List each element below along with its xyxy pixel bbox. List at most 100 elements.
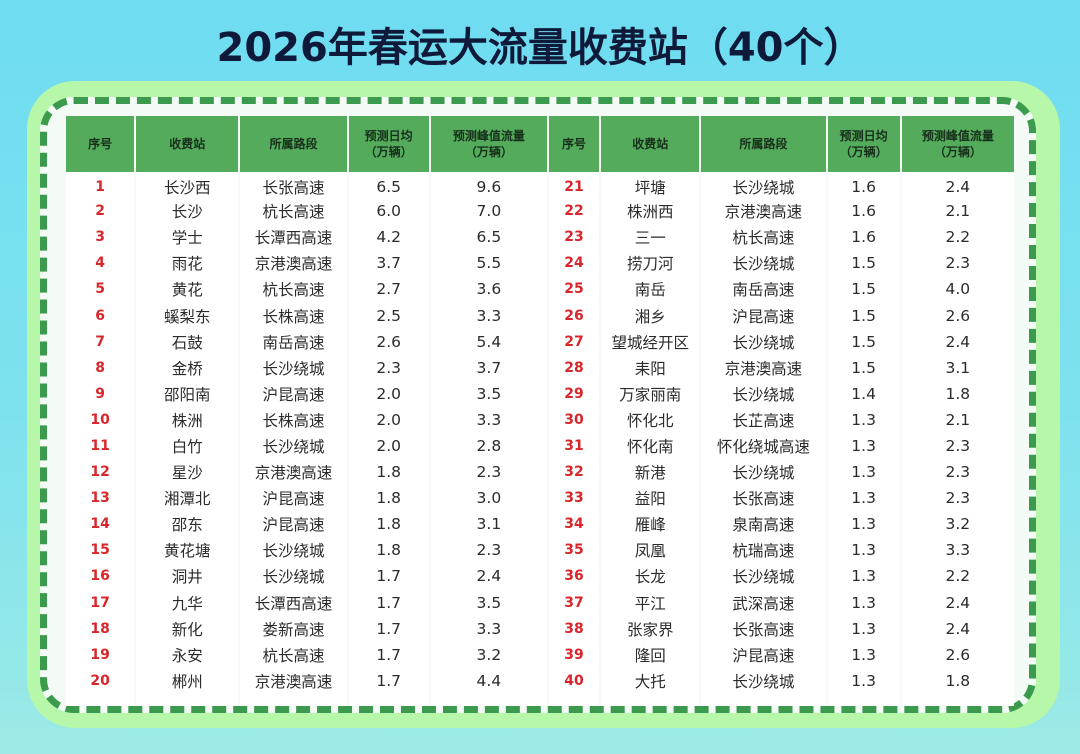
- road-section: 长沙绕城: [240, 563, 347, 590]
- peak-value: 2.2: [901, 224, 1014, 251]
- station-name: 怀化北: [601, 406, 700, 433]
- row-index: 26: [549, 302, 600, 329]
- station-name: 长龙: [601, 563, 700, 590]
- row-index: 31: [549, 432, 600, 460]
- row-index: 32: [549, 459, 600, 486]
- peak-value: 3.5: [430, 380, 547, 407]
- table-row: 19 永安 杭长高速 1.7 3.2 39 隆回 沪昆高速 1.3 2.6: [66, 641, 1014, 668]
- peak-value: 2.1: [901, 406, 1014, 433]
- road-section: 长株高速: [240, 406, 347, 433]
- peak-value: 5.5: [430, 250, 547, 277]
- road-section: 长潭西高速: [240, 224, 347, 251]
- header-daily-avg-label: 预测日均: [839, 129, 888, 143]
- header-peak-unit: （万辆）: [933, 145, 982, 159]
- row-index: 12: [66, 459, 135, 486]
- station-name: 大托: [601, 667, 700, 694]
- peak-value: 3.3: [430, 406, 547, 433]
- daily-avg-value: 4.2: [348, 224, 429, 251]
- row-index: 10: [66, 406, 135, 433]
- peak-value: 2.3: [901, 459, 1014, 486]
- daily-avg-value: 1.7: [348, 589, 429, 616]
- station-name: 三一: [601, 224, 700, 251]
- station-name: 黄花塘: [136, 537, 239, 564]
- row-index: 2: [66, 198, 135, 225]
- road-section: 怀化绕城高速: [701, 432, 826, 460]
- peak-value: 2.6: [901, 302, 1014, 329]
- road-section: 长沙绕城: [240, 432, 347, 460]
- peak-value: 9.6: [430, 172, 547, 199]
- peak-value: 7.0: [430, 198, 547, 225]
- road-section: 京港澳高速: [240, 667, 347, 694]
- road-section: 长沙绕城: [240, 537, 347, 564]
- station-name: 永安: [136, 641, 239, 668]
- road-section: 杭长高速: [701, 224, 826, 251]
- peak-value: 2.4: [901, 328, 1014, 355]
- peak-value: 3.5: [430, 589, 547, 616]
- table-row: 4 雨花 京港澳高速 3.7 5.5 24 捞刀河 长沙绕城 1.5 2.3: [66, 250, 1014, 277]
- row-index: 18: [66, 615, 135, 642]
- header-daily-avg-label: 预测日均: [364, 129, 413, 143]
- daily-avg-value: 2.7: [348, 276, 429, 303]
- road-section: 泉南高速: [701, 511, 826, 538]
- table-row: 15 黄花塘 长沙绕城 1.8 2.3 35 凤凰 杭瑞高速 1.3 3.3: [66, 537, 1014, 564]
- daily-avg-value: 1.3: [827, 641, 900, 668]
- header-peak-right: 预测峰值流量 （万辆）: [901, 116, 1014, 172]
- header-peak-label: 预测峰值流量: [452, 129, 525, 143]
- daily-avg-value: 1.7: [348, 641, 429, 668]
- header-index-left: 序号: [66, 116, 135, 172]
- daily-avg-value: 3.7: [348, 250, 429, 277]
- table-row: 10 株洲 长株高速 2.0 3.3 30 怀化北 长芷高速 1.3 2.1: [66, 406, 1014, 433]
- peak-value: 3.2: [901, 511, 1014, 538]
- daily-avg-value: 1.5: [827, 328, 900, 355]
- peak-value: 2.3: [901, 250, 1014, 277]
- road-section: 京港澳高速: [240, 459, 347, 486]
- header-peak-left: 预测峰值流量 （万辆）: [430, 116, 547, 172]
- row-index: 14: [66, 511, 135, 538]
- road-section: 娄新高速: [240, 615, 347, 642]
- row-index: 8: [66, 354, 135, 381]
- road-section: 京港澳高速: [701, 354, 826, 381]
- station-name: 邵东: [136, 511, 239, 538]
- toll-station-table-container: 序号 收费站 所属路段 预测日均 （万辆） 预测峰值流量 （万辆） 序号 收费站…: [66, 116, 1014, 706]
- table-row: 20 郴州 京港澳高速 1.7 4.4 40 大托 长沙绕城 1.3 1.8: [66, 667, 1014, 694]
- daily-avg-value: 2.3: [348, 354, 429, 381]
- table-row: 14 邵东 沪昆高速 1.8 3.1 34 雁峰 泉南高速 1.3 3.2: [66, 511, 1014, 538]
- table-row: 12 星沙 京港澳高速 1.8 2.3 32 新港 长沙绕城 1.3 2.3: [66, 459, 1014, 486]
- row-index: 7: [66, 328, 135, 355]
- road-section: 长沙绕城: [701, 563, 826, 590]
- daily-avg-value: 1.3: [827, 537, 900, 564]
- station-name: 长沙西: [136, 172, 239, 199]
- row-index: 34: [549, 511, 600, 538]
- row-index: 17: [66, 589, 135, 616]
- peak-value: 4.0: [901, 276, 1014, 303]
- road-section: 长沙绕城: [240, 354, 347, 381]
- road-section: 杭长高速: [240, 276, 347, 303]
- station-name: 株洲西: [601, 198, 700, 225]
- daily-avg-value: 1.4: [827, 380, 900, 407]
- table-row: 16 洞井 长沙绕城 1.7 2.4 36 长龙 长沙绕城 1.3 2.2: [66, 563, 1014, 590]
- header-daily-avg-unit: （万辆）: [839, 145, 888, 159]
- row-index: 9: [66, 380, 135, 407]
- road-section: 沪昆高速: [240, 485, 347, 512]
- station-name: 平江: [601, 589, 700, 616]
- daily-avg-value: 1.6: [827, 172, 900, 199]
- station-name: 九华: [136, 589, 239, 616]
- spacer-cell: [240, 693, 347, 706]
- daily-avg-value: 1.5: [827, 250, 900, 277]
- daily-avg-value: 1.5: [827, 354, 900, 381]
- station-name: 学士: [136, 224, 239, 251]
- station-name: 万家丽南: [601, 380, 700, 407]
- header-road-right: 所属路段: [701, 116, 826, 172]
- row-index: 16: [66, 563, 135, 590]
- road-section: 沪昆高速: [240, 380, 347, 407]
- road-section: 沪昆高速: [240, 511, 347, 538]
- daily-avg-value: 2.0: [348, 406, 429, 433]
- station-name: 螇梨东: [136, 302, 239, 329]
- header-daily-avg-left: 预测日均 （万辆）: [348, 116, 429, 172]
- daily-avg-value: 1.6: [827, 224, 900, 251]
- daily-avg-value: 1.3: [827, 589, 900, 616]
- station-name: 长沙: [136, 198, 239, 225]
- spacer-cell: [136, 693, 239, 706]
- row-index: 28: [549, 354, 600, 381]
- station-name: 石鼓: [136, 328, 239, 355]
